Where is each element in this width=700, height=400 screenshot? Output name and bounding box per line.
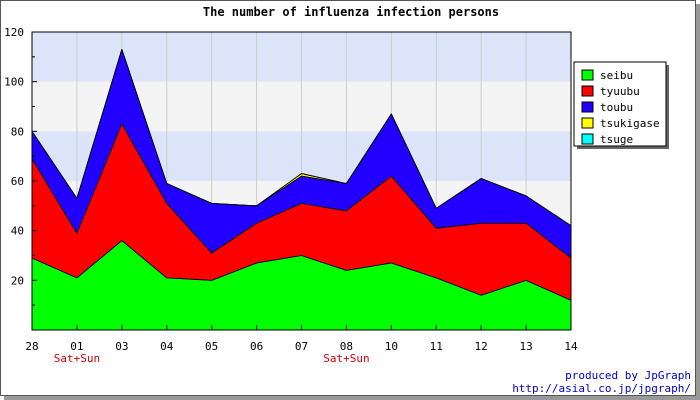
y-axis: 20 40 60 80 100 120: [4, 26, 37, 306]
x-tick-label: 08: [340, 340, 353, 353]
x-tick-label: 28: [25, 340, 38, 353]
legend-label-tyuubu: tyuubu: [600, 85, 640, 98]
chart: The number of influenza infection person…: [4, 5, 691, 395]
x-tick-label: 04: [160, 340, 174, 353]
x-tick-label: 05: [205, 340, 218, 353]
legend-label-tsuge: tsuge: [600, 133, 633, 146]
day-annotation: Sat+Sun: [323, 352, 369, 365]
y-tick-label: 120: [4, 26, 24, 39]
x-tick-label: 03: [115, 340, 128, 353]
x-tick-label: 11: [430, 340, 443, 353]
y-tick-label: 60: [11, 175, 24, 188]
x-tick-label: 01: [70, 340, 83, 353]
credit-line-2: http://asial.co.jp/jpgraph/: [512, 382, 691, 395]
day-annotation: Sat+Sun: [54, 352, 100, 365]
legend-label-seibu: seibu: [600, 69, 633, 82]
legend-swatch-toubu: [581, 101, 594, 113]
x-tick-label: 06: [250, 340, 263, 353]
legend-swatch-tyuubu: [581, 85, 594, 97]
y-tick-label: 20: [11, 274, 24, 287]
x-tick-label: 10: [385, 340, 398, 353]
legend-label-toubu: toubu: [600, 101, 633, 114]
x-tick-label: 07: [295, 340, 308, 353]
legend-label-tsukigase: tsukigase: [600, 117, 660, 130]
x-tick-label: 12: [475, 340, 488, 353]
credit-line-1: produced by JpGraph: [565, 369, 691, 382]
y-tick-label: 40: [11, 225, 24, 238]
legend-swatch-seibu: [581, 69, 594, 81]
legend-swatch-tsukigase: [581, 117, 594, 129]
x-tick-label: 14: [564, 340, 578, 353]
chart-title: The number of influenza infection person…: [203, 5, 499, 19]
x-tick-label: 13: [519, 340, 532, 353]
y-tick-label: 100: [4, 76, 24, 89]
y-tick-label: 80: [11, 125, 24, 138]
legend-swatch-tsuge: [581, 133, 594, 145]
legend: seibu tyuubu toubu tsukigase tsuge: [573, 61, 669, 149]
x-axis: 28 01 03 04 05 06 07 08 10 11 12 13 14 Sat+Sun Sat+Sun: [25, 325, 578, 365]
